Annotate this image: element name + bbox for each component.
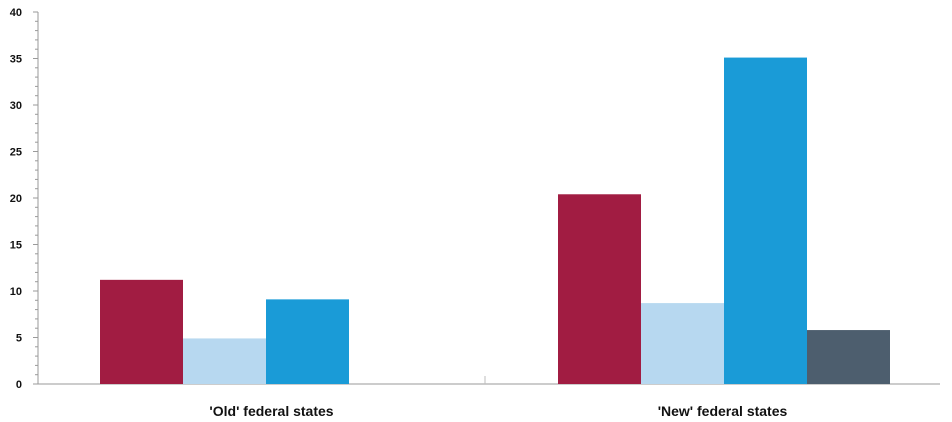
bar-series-2-category-2: [641, 303, 724, 384]
y-tick-label: 35: [10, 54, 22, 66]
bar-series-3-category-2: [724, 57, 807, 384]
category-labels: 'Old' federal states 'New' federal states: [209, 403, 787, 419]
y-tick-label: 15: [10, 240, 22, 252]
bar-series-1-category-1: [100, 279, 183, 384]
bar-series-3-category-1: [266, 299, 349, 384]
bars: [100, 57, 890, 384]
y-tick-label: 40: [10, 7, 22, 19]
y-axis: 0 5 10 15 20 25 30 35 40: [10, 7, 39, 391]
y-tick-label: 20: [10, 193, 22, 205]
y-tick-label: 0: [16, 379, 22, 391]
category-label: 'New' federal states: [658, 403, 788, 419]
y-tick-label: 30: [10, 100, 22, 112]
y-tick-label: 5: [16, 333, 22, 345]
category-label: 'Old' federal states: [209, 403, 333, 419]
bar-series-2-category-1: [183, 338, 266, 384]
y-tick-label: 25: [10, 147, 22, 159]
bar-series-4-category-2: [807, 330, 890, 384]
bar-series-1-category-2: [558, 194, 641, 384]
y-tick-label: 10: [10, 286, 22, 298]
